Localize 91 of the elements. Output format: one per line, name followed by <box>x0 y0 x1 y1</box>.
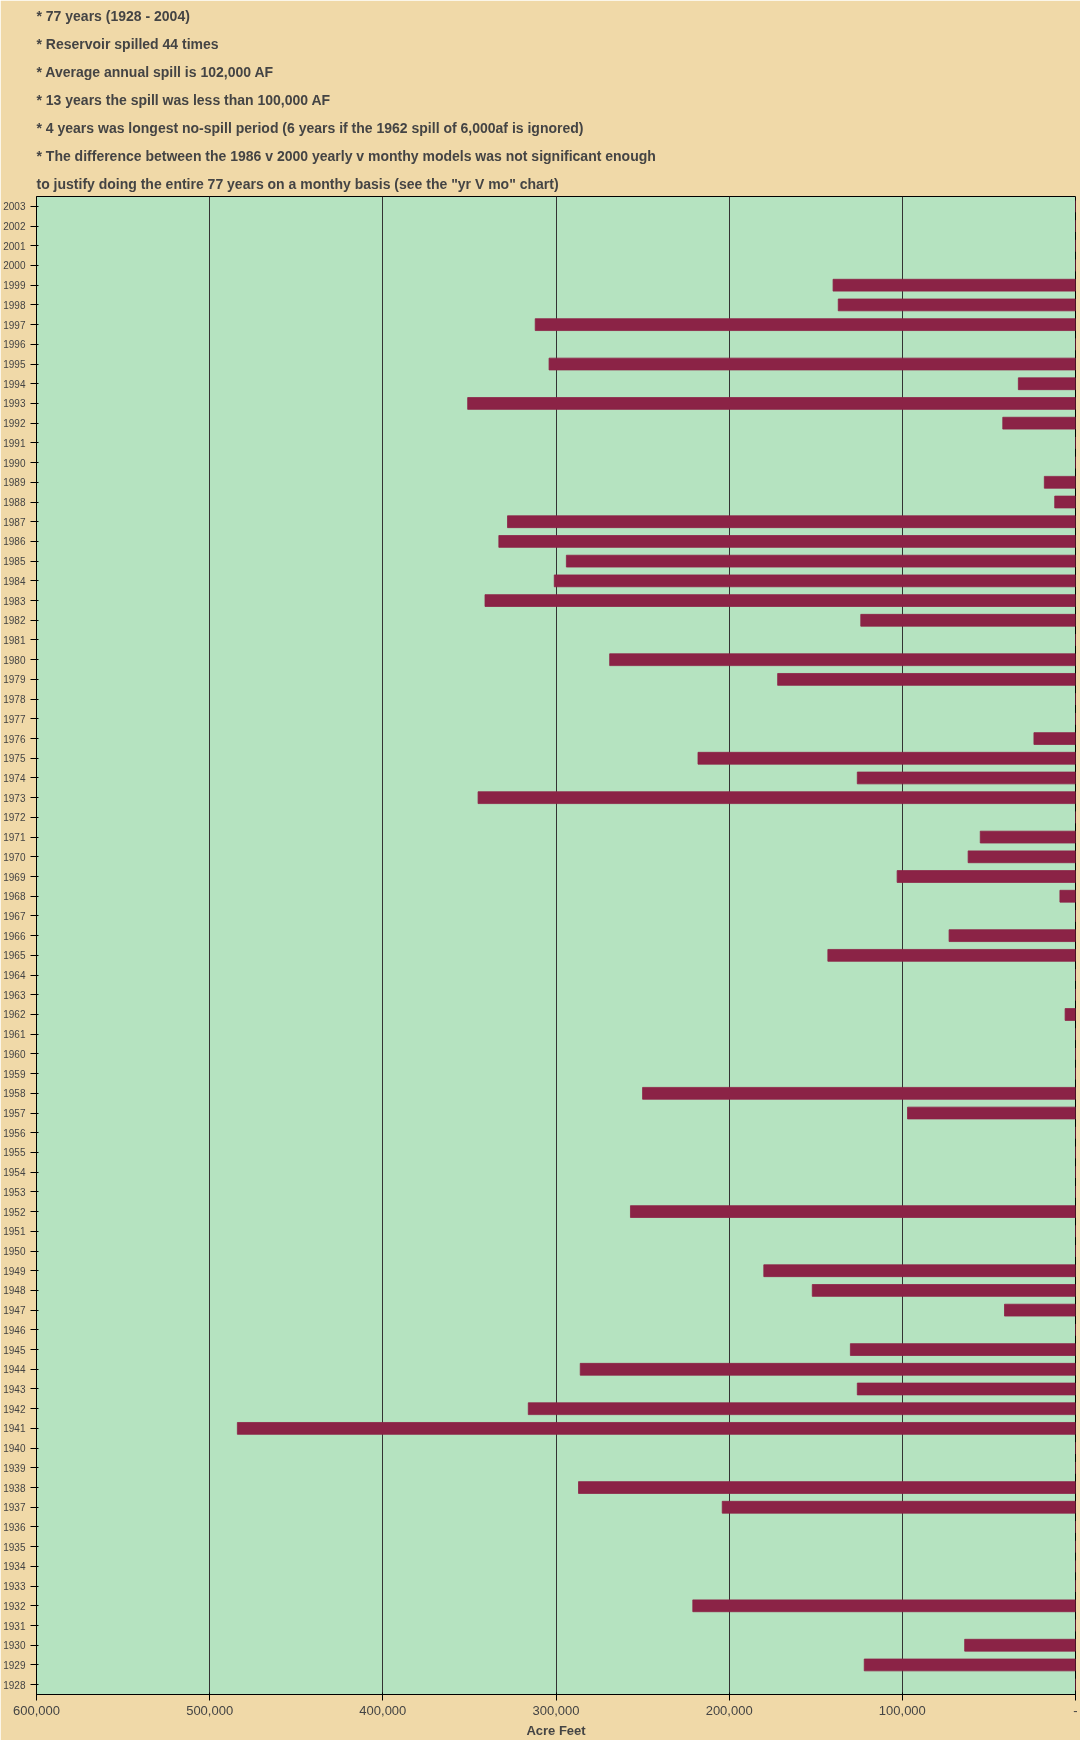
y-tick-label: 1960 <box>3 1048 26 1060</box>
y-tick-label: 1942 <box>3 1403 26 1415</box>
y-tick-label: 1947 <box>3 1305 26 1317</box>
y-tick-label: 1992 <box>3 418 26 430</box>
y-tick-label: 1954 <box>3 1167 26 1179</box>
text: * Average annual spill is 102,000 AF <box>36 63 274 80</box>
y-tick-label: 1982 <box>3 615 26 627</box>
x-tick-label: - <box>1073 1702 1078 1718</box>
y-tick-label: 1930 <box>3 1640 26 1652</box>
y-tick-label: 1950 <box>3 1246 26 1258</box>
y-tick-label: 1959 <box>3 1068 26 1080</box>
y-tick-label: 1971 <box>3 832 26 844</box>
y-tick-label: 1987 <box>3 516 26 528</box>
text: * Reservoir spilled 44 times <box>36 35 219 52</box>
y-tick-label: 1940 <box>3 1443 26 1455</box>
text: * 4 years was longest no-spill period (6 years if the 1962 spill of 6,000af is ignored) <box>36 119 584 136</box>
y-tick-label: 1955 <box>3 1147 26 1159</box>
y-tick-label: 1946 <box>3 1324 26 1336</box>
y-tick-label: 2001 <box>3 240 26 252</box>
y-tick-label: 1983 <box>3 595 26 607</box>
y-tick-label: 1965 <box>3 950 26 962</box>
y-tick-label: 1990 <box>3 457 26 469</box>
y-tick-label: 1984 <box>3 575 26 587</box>
y-tick-label: 1931 <box>3 1620 26 1632</box>
y-tick-label: 1989 <box>3 477 26 489</box>
y-tick-label: 1975 <box>3 753 26 765</box>
y-tick-label: 1929 <box>3 1659 26 1671</box>
y-tick-label: 1943 <box>3 1383 26 1395</box>
y-tick-label: 1934 <box>3 1561 26 1573</box>
y-tick-label: 1951 <box>3 1226 26 1238</box>
x-axis-title: Acre Feet <box>526 1722 587 1738</box>
y-tick-label: 1976 <box>3 733 26 745</box>
y-tick-label: 1961 <box>3 1029 26 1041</box>
y-tick-label: 1967 <box>3 910 26 922</box>
y-tick-label: 1958 <box>3 1088 26 1100</box>
y-tick-label: 1985 <box>3 556 26 568</box>
y-tick-label: 1986 <box>3 536 26 548</box>
y-tick-label: 2002 <box>3 221 26 233</box>
text: to justify doing the entire 77 years on a monthy basis (see the "yr V mo" chart) <box>36 175 559 192</box>
y-tick-label: 1996 <box>3 339 26 351</box>
x-tick-label: 100,000 <box>878 1702 926 1718</box>
y-tick-label: 1949 <box>3 1265 26 1277</box>
x-tick-label: 300,000 <box>532 1702 580 1718</box>
y-tick-label: 1973 <box>3 792 26 804</box>
y-tick-label: 1939 <box>3 1462 26 1474</box>
y-tick-label: 1972 <box>3 812 26 824</box>
text: * 13 years the spill was less than 100,000 AF <box>36 91 331 108</box>
x-tick-label: 400,000 <box>359 1702 407 1718</box>
y-tick-label: 1970 <box>3 851 26 863</box>
y-tick-label: 1999 <box>3 280 26 292</box>
x-tick-label: 200,000 <box>705 1702 753 1718</box>
y-tick-label: 1969 <box>3 871 26 883</box>
y-tick-label: 1937 <box>3 1502 26 1514</box>
y-tick-label: 1956 <box>3 1127 26 1139</box>
y-tick-label: 1936 <box>3 1521 26 1533</box>
y-tick-label: 1938 <box>3 1482 26 1494</box>
y-tick-label: 1944 <box>3 1364 26 1376</box>
text: * 77 years (1928 - 2004) <box>36 7 190 24</box>
y-tick-label: 1952 <box>3 1206 26 1218</box>
y-tick-label: 1977 <box>3 713 26 725</box>
y-tick-label: 1948 <box>3 1285 26 1297</box>
y-tick-label: 1945 <box>3 1344 26 1356</box>
y-tick-label: 1991 <box>3 437 26 449</box>
y-tick-label: 1963 <box>3 989 26 1001</box>
y-tick-label: 1932 <box>3 1600 26 1612</box>
y-tick-label: 1979 <box>3 674 26 686</box>
y-tick-label: 1957 <box>3 1108 26 1120</box>
text: * The difference between the 1986 v 2000 yearly v monthy models was not significant enough <box>36 147 656 164</box>
y-tick-label: 1968 <box>3 891 26 903</box>
y-tick-label: 1935 <box>3 1541 26 1553</box>
y-tick-label: 1981 <box>3 634 26 646</box>
y-tick-label: 1966 <box>3 930 26 942</box>
y-tick-label: 1995 <box>3 359 26 371</box>
y-tick-label: 1980 <box>3 654 26 666</box>
y-tick-label: 1997 <box>3 319 26 331</box>
y-tick-label: 1953 <box>3 1186 26 1198</box>
y-tick-label: 1962 <box>3 1009 26 1021</box>
y-tick-label: 1998 <box>3 299 26 311</box>
y-tick-label: 1928 <box>3 1679 26 1691</box>
y-tick-label: 1974 <box>3 772 26 784</box>
x-tick-label: 600,000 <box>13 1702 60 1718</box>
y-tick-label: 1978 <box>3 694 26 706</box>
y-tick-label: 1994 <box>3 378 26 390</box>
y-tick-label: 1993 <box>3 398 26 410</box>
y-tick-label: 2000 <box>3 260 26 272</box>
y-tick-label: 2003 <box>3 201 26 213</box>
y-tick-label: 1964 <box>3 970 26 982</box>
x-tick-label: 500,000 <box>186 1702 234 1718</box>
y-tick-label: 1933 <box>3 1581 26 1593</box>
y-tick-label: 1988 <box>3 497 26 509</box>
y-tick-label: 1941 <box>3 1423 26 1435</box>
